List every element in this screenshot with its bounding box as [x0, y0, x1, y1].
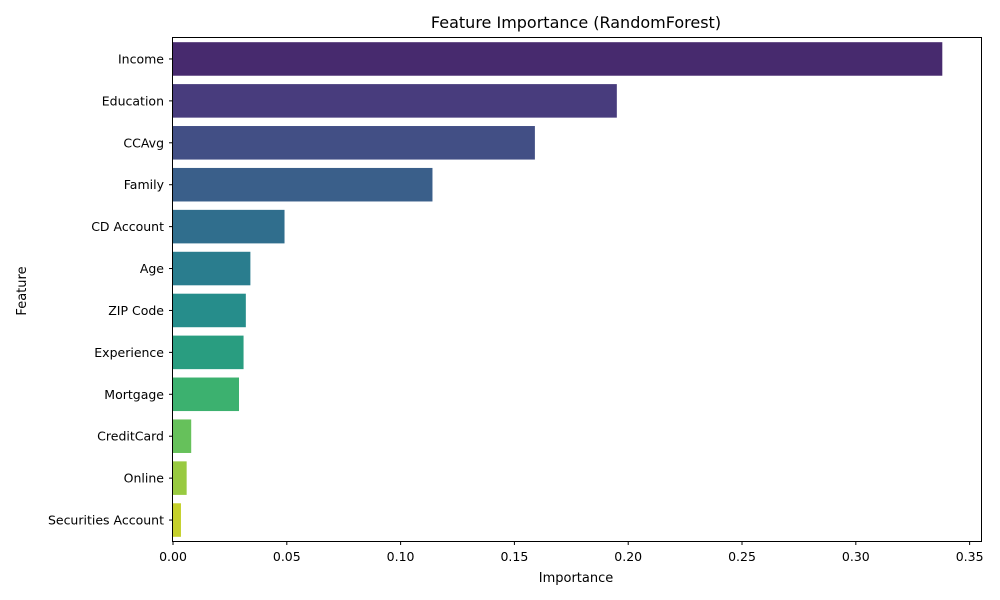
- bar-income: [173, 42, 943, 76]
- bar-zip-code: [173, 293, 246, 328]
- x-tick-label: 0.00: [159, 549, 187, 564]
- x-axis-label: Importance: [539, 571, 614, 586]
- y-tick-label: CCAvg: [123, 135, 164, 150]
- bar-securities-account: [173, 503, 181, 537]
- bar-cd-account: [173, 209, 285, 244]
- x-tick-label: 0.15: [500, 549, 528, 564]
- bar-creditcard: [173, 419, 192, 453]
- y-tick-label: CD Account: [91, 219, 164, 234]
- y-tick-label: Online: [124, 471, 165, 486]
- x-tick-label: 0.05: [273, 549, 301, 564]
- y-axis-label: Feature: [15, 266, 30, 315]
- bars-group: [173, 42, 943, 537]
- y-tick-label: Income: [118, 51, 164, 66]
- y-tick-label: Securities Account: [48, 513, 164, 528]
- y-tick-label: Age: [140, 261, 164, 276]
- bar-education: [173, 84, 617, 118]
- y-tick-label: Family: [124, 177, 165, 192]
- bar-family: [173, 167, 433, 202]
- y-tick-label: Experience: [94, 345, 164, 360]
- y-tick-label: CreditCard: [97, 429, 164, 444]
- y-tick-label: ZIP Code: [108, 303, 164, 318]
- bar-ccavg: [173, 126, 535, 160]
- y-tick-label: Mortgage: [104, 387, 164, 402]
- bar-age: [173, 251, 251, 286]
- x-ticks-group: 0.00 0.05 0.10 0.15 0.20 0.25 0.30 0.35: [159, 541, 984, 564]
- bar-mortgage: [173, 377, 240, 412]
- bar-online: [173, 461, 187, 495]
- plot-frame: [172, 37, 982, 542]
- x-tick-label: 0.25: [728, 549, 756, 564]
- chart-title: Feature Importance (RandomForest): [431, 13, 721, 32]
- x-tick-label: 0.10: [387, 549, 415, 564]
- bar-experience: [173, 335, 244, 370]
- x-tick-label: 0.20: [614, 549, 642, 564]
- y-tick-label: Education: [102, 93, 164, 108]
- y-ticks-group: Income Education CCAvg Family CD Account Age Z…: [48, 51, 173, 528]
- x-tick-label: 0.30: [842, 549, 870, 564]
- x-tick-label: 0.35: [956, 549, 984, 564]
